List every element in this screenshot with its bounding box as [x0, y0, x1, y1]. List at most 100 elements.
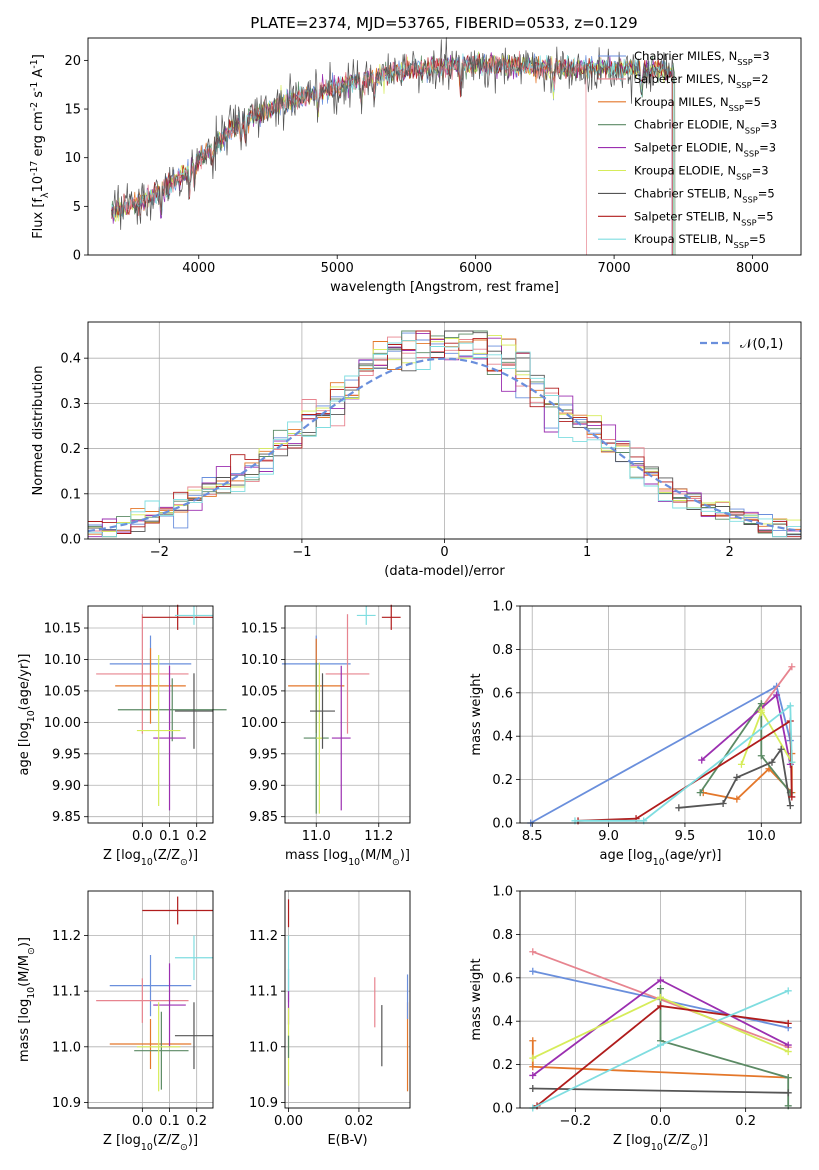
mass-vs-metallicity-panel: 0.0 0.1 0.2 10.9 11.0 11.1 11.2 Z [log10(Z/Z⊙)]…	[17, 890, 214, 1153]
axes-frame	[87, 605, 214, 824]
x-axis-label: wavelength [Angstrom, rest frame]	[330, 280, 559, 295]
y-tick-label: 10.9	[52, 1096, 81, 1111]
weight-point-marker	[529, 1071, 537, 1079]
y-tick-label: 10.15	[241, 622, 278, 637]
errorbar-point	[331, 665, 351, 811]
legend-entry-label: Salpeter ELODIE, NSSP=3	[634, 141, 776, 159]
weight-point-marker	[788, 663, 796, 671]
errorbar-point	[109, 1018, 192, 1070]
axes-frame	[87, 37, 802, 256]
x-axis-label: age [log10(age/yr)]	[600, 848, 722, 868]
histogram-series-steps	[88, 330, 801, 538]
x-tick-label: 2	[726, 545, 734, 560]
weight-series-line	[678, 746, 792, 809]
x-tick-label: 6000	[459, 261, 492, 276]
y-tick-label: 10.05	[44, 684, 81, 699]
x-tick-label: 9.5	[675, 829, 696, 844]
y-tick-label: 0.0	[492, 1102, 513, 1117]
y-tick-label: 0.2	[492, 1058, 513, 1073]
legend-entry-label: Kroupa ELODIE, NSSP=3	[634, 164, 769, 182]
x-tick-label: 0.0	[132, 1114, 153, 1129]
x-tick-label: 8.5	[522, 829, 543, 844]
axes-frame	[87, 321, 802, 540]
x-tick-label: 5000	[321, 261, 354, 276]
weight-point-marker	[784, 1019, 792, 1027]
errorbar-point	[310, 673, 335, 749]
y-tick-label: 0.0	[492, 817, 513, 832]
x-tick-label: 4000	[182, 261, 215, 276]
weight-point-marker	[657, 976, 664, 984]
weight-point-marker	[737, 760, 745, 768]
y-axis-label: age [log10(age/yr)]	[17, 654, 37, 776]
x-tick-label: 0.2	[735, 1114, 756, 1129]
y-tick-label: 11.2	[249, 929, 278, 944]
y-tick-label: 1.0	[492, 885, 513, 900]
x-tick-label: 11.2	[364, 829, 393, 844]
weight-point-marker	[696, 789, 704, 797]
x-tick-label: 0.02	[344, 1114, 373, 1129]
x-tick-label: −1	[292, 545, 311, 560]
x-axis-label: Z [log10(Z/Z⊙)]	[103, 1133, 198, 1153]
x-tick-label: 8000	[736, 261, 769, 276]
y-tick-label: 15	[64, 103, 81, 118]
legend-entry-label: Chabrier ELODIE, NSSP=3	[634, 118, 777, 136]
y-tick-label: 0.6	[492, 971, 513, 986]
weight-point-marker	[768, 758, 776, 766]
x-axis-label: Z [log10(Z/Z⊙)]	[613, 1133, 708, 1153]
axes-frame	[284, 890, 411, 1109]
weight-point-marker	[719, 799, 727, 807]
mass-vs-extinction-panel: 0.00 0.02 10.9 11.0 11.1 11.2 E(B-V)	[249, 890, 411, 1148]
weight-point-marker	[529, 1054, 537, 1062]
y-tick-label: 11.1	[249, 985, 278, 1000]
weight-point-marker	[657, 985, 664, 993]
x-axis-label: mass [log10(M/M⊙)]	[285, 848, 410, 868]
y-tick-label: 0.8	[492, 928, 513, 943]
legend-entry-label: Chabrier MILES, NSSP=3	[634, 49, 770, 67]
x-axis-label: (data-model)/error	[384, 564, 505, 579]
errorbar-point	[174, 935, 213, 981]
spectrum-series-line	[111, 37, 675, 230]
weight-point-marker	[784, 1041, 792, 1049]
errorbar-point	[134, 1011, 189, 1090]
figure-title: PLATE=2374, MJD=53765, FIBERID=0533, z=0…	[250, 14, 637, 32]
x-axis-label: Z [log10(Z/Z⊙)]	[103, 848, 198, 868]
weight-point-marker	[657, 1002, 664, 1010]
y-tick-label: 10.00	[241, 716, 278, 731]
weight-point-marker	[784, 1074, 792, 1082]
histogram-series-steps	[88, 339, 801, 538]
weight-point-marker	[529, 1084, 537, 1092]
errorbar-point	[96, 614, 189, 734]
x-tick-label: −0.2	[560, 1114, 592, 1129]
weight-series-line	[532, 1087, 789, 1094]
y-tick-label: 0.6	[492, 686, 513, 701]
errorbar-point	[174, 606, 213, 625]
x-tick-label: 0.0	[132, 829, 153, 844]
y-tick-label: 9.95	[249, 747, 278, 762]
weight-series-line	[575, 703, 793, 822]
weight-point-marker	[786, 702, 794, 710]
y-tick-label: 9.95	[52, 747, 81, 762]
errorbar-point	[356, 606, 376, 625]
errorbar-point	[174, 1002, 213, 1070]
legend-entry-label: Kroupa MILES, NSSP=5	[634, 95, 761, 113]
weight-point-marker	[657, 1041, 664, 1049]
weight-point-marker	[777, 745, 785, 753]
x-tick-label: 0.00	[274, 1114, 303, 1129]
y-tick-label: 10.10	[44, 653, 81, 668]
weight-point-marker	[657, 993, 664, 1001]
legend-entry-label: Chabrier STELIB, NSSP=5	[634, 186, 775, 204]
y-axis-label: mass weight	[469, 958, 484, 1040]
errorbar-point	[142, 604, 213, 630]
x-tick-label: 9.0	[598, 829, 619, 844]
legend-entry-label: Salpeter STELIB, NSSP=5	[634, 209, 774, 227]
weight-point-marker	[757, 700, 765, 708]
y-tick-label: 10.00	[44, 716, 81, 731]
spectrum-series-line	[111, 52, 676, 256]
y-tick-label: 10	[64, 151, 81, 166]
errorbar-point	[109, 954, 192, 1017]
weight-point-marker	[733, 795, 741, 803]
errorbar-point	[115, 648, 186, 724]
y-tick-label: 11.0	[52, 1040, 81, 1055]
weight-point-marker	[784, 1089, 792, 1097]
